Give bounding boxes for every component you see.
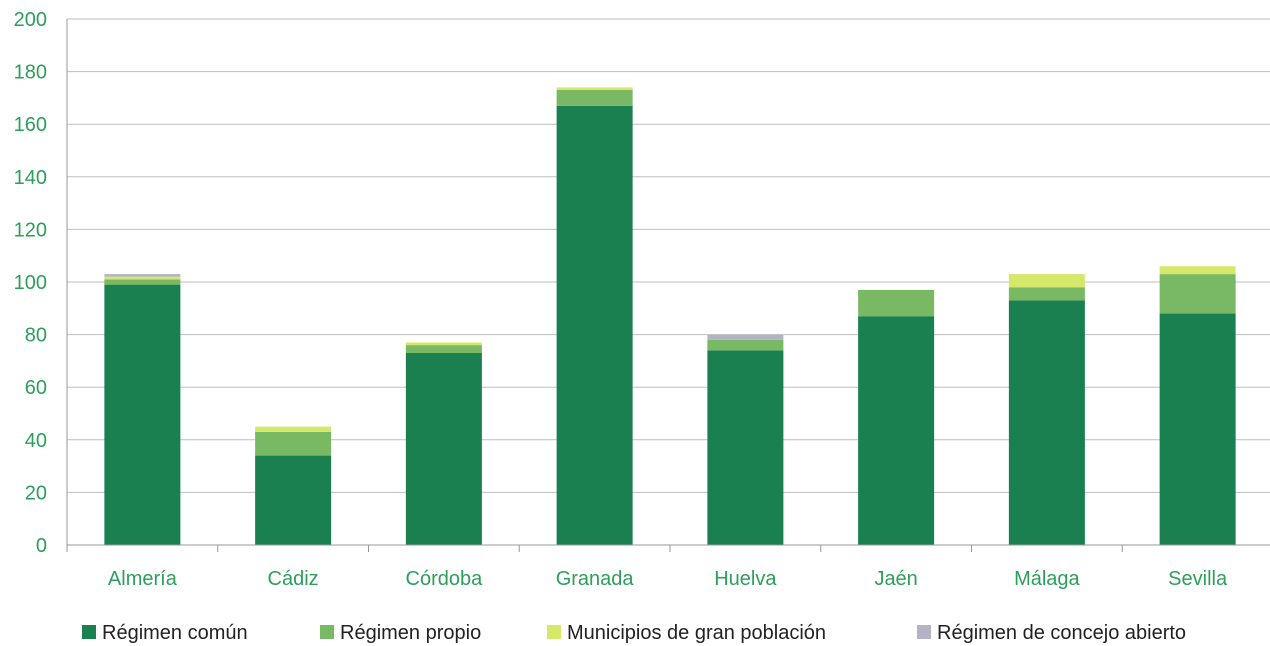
legend-swatch <box>82 625 96 639</box>
x-tick-label: Almería <box>108 568 178 590</box>
y-tick-label: 180 <box>14 62 47 84</box>
bar-segment <box>1008 274 1085 288</box>
bar-segment <box>707 339 784 351</box>
axes: 0 20 40 60 80 100 120 140 160 180 200 Almería Cádiz C… <box>14 9 1270 590</box>
y-tick-label: 140 <box>14 167 47 189</box>
x-tick-label: Granada <box>556 568 635 590</box>
y-tick-label: 160 <box>14 114 47 136</box>
x-tick-label: Cádiz <box>268 568 319 590</box>
bar-segment <box>255 455 332 545</box>
y-tick-label: 20 <box>25 482 47 504</box>
bar-segment <box>556 87 633 91</box>
bar-segment <box>104 274 181 277</box>
bar-segment <box>104 284 181 545</box>
bar-segment <box>255 431 332 456</box>
x-tick-label: Córdoba <box>406 568 484 590</box>
y-tick-label: 40 <box>25 430 47 452</box>
bar-segment <box>255 426 332 432</box>
x-tick-label: Jaén <box>874 568 917 590</box>
legend-swatch <box>917 625 931 639</box>
legend-swatch <box>320 625 334 639</box>
bar-segment <box>707 334 784 340</box>
grid-lines <box>67 18 1270 493</box>
bar-segment <box>556 90 633 106</box>
legend-label: Régimen común <box>102 622 248 644</box>
bar-segment <box>1008 287 1085 301</box>
bar-segment <box>405 353 482 545</box>
legend-swatch <box>547 625 561 639</box>
y-tick-label: 60 <box>25 377 47 399</box>
x-tick-label: Huelva <box>714 568 777 590</box>
bar-segment <box>858 289 935 317</box>
y-tick-label: 80 <box>25 325 47 347</box>
legend-label: Régimen propio <box>340 622 481 644</box>
y-tick-label: 120 <box>14 219 47 241</box>
bars <box>104 87 1236 545</box>
legend-label: Régimen de concejo abierto <box>937 622 1186 644</box>
bar-segment <box>405 345 482 354</box>
bar-segment <box>1008 300 1085 545</box>
bar-segment <box>1159 274 1236 314</box>
x-tick-label: Málaga <box>1014 568 1080 590</box>
bar-segment <box>104 276 181 280</box>
bar-segment <box>556 105 633 545</box>
bar-segment <box>707 350 784 545</box>
bar-segment <box>405 342 482 346</box>
y-tick-label: 100 <box>14 272 47 294</box>
y-tick-label: 0 <box>36 535 47 557</box>
bar-segment <box>858 316 935 545</box>
bar-segment <box>104 279 181 285</box>
y-tick-label: 200 <box>14 9 47 31</box>
x-tick-label: Sevilla <box>1168 568 1228 590</box>
legend: Régimen común Régimen propio Municipios de… <box>82 622 1186 644</box>
bar-segment <box>1159 266 1236 275</box>
bar-segment <box>1159 313 1236 545</box>
legend-label: Municipios de gran población <box>567 622 826 644</box>
